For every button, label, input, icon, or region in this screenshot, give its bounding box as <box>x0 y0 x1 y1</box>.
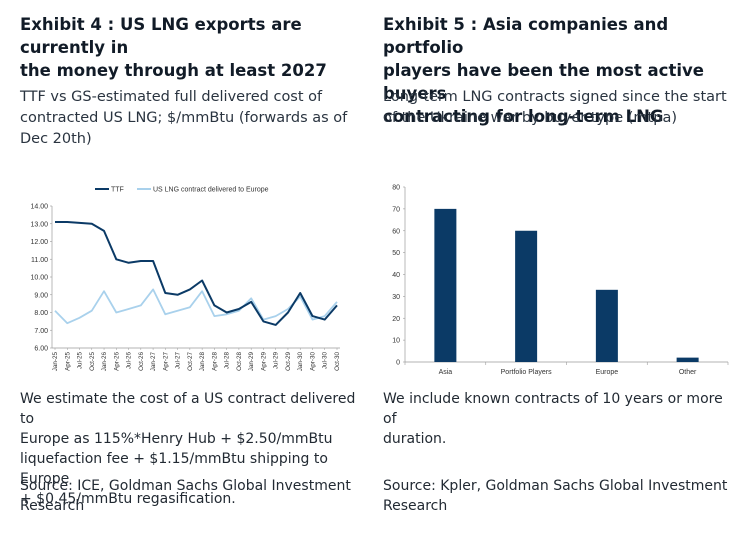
x-tick-label: Oct-29 <box>285 352 292 371</box>
x-tick-label: Jan-27 <box>150 352 157 372</box>
x-tick-label: Apr-29 <box>260 352 267 371</box>
y-tick-label: 0 <box>396 360 400 367</box>
x-tick-label: Apr-30 <box>309 352 316 371</box>
x-tick-label: Jul-28 <box>224 352 231 370</box>
bar-other <box>676 357 699 362</box>
y-tick-label: 9.00 <box>34 292 48 299</box>
bar-portfolio-players <box>515 230 538 362</box>
x-tick-label: Jan-25 <box>52 352 59 372</box>
bar-asia <box>434 208 457 362</box>
exhibit-4-subtitle: TTF vs GS-estimated full delivered cost … <box>20 89 348 147</box>
x-category-label: Portfolio Players <box>501 369 552 376</box>
y-tick-label: 6.00 <box>34 346 48 353</box>
y-tick-label: 10 <box>392 338 400 345</box>
exhibit-5-source: Source: Kpler, Goldman Sachs Global Inve… <box>383 478 728 514</box>
x-tick-label: Jan-29 <box>248 352 255 372</box>
x-category-label: Europe <box>596 369 619 376</box>
y-tick-label: 11.00 <box>31 257 48 264</box>
x-tick-label: Oct-25 <box>89 352 96 371</box>
y-tick-label: 80 <box>392 185 400 192</box>
series-line-us-lng <box>54 288 338 325</box>
x-tick-label: Oct-28 <box>236 352 243 371</box>
series-line-ttf <box>55 221 338 326</box>
exhibit-5-subtitle: Long-term LNG contracts signed since the… <box>383 89 727 126</box>
y-tick-label: 12.00 <box>30 239 48 246</box>
x-tick-label: Jan-26 <box>101 352 108 372</box>
legend-label-ttf: TTF <box>111 187 124 194</box>
y-tick-label: 20 <box>392 316 400 323</box>
line-chart: 6.00 7.00 8.00 9.00 10.00 11.00 12.00 13.00 14.0… <box>30 187 341 372</box>
x-tick-label: Apr-27 <box>162 352 169 371</box>
x-tick-label: Jan-28 <box>199 352 206 372</box>
y-tick-label: 14.00 <box>30 204 48 211</box>
legend-label-us-lng: US LNG contract delivered to Europe <box>153 187 269 194</box>
y-tick-label: 40 <box>392 272 400 279</box>
x-tick-label: Jul-27 <box>175 352 182 370</box>
x-category-label: Asia <box>439 369 453 376</box>
y-tick-label: 30 <box>392 294 400 301</box>
x-tick-label: Apr-25 <box>64 352 71 371</box>
exhibit-4-title: Exhibit 4 : US LNG exports are currently… <box>20 15 327 80</box>
x-tick-label: Oct-30 <box>334 352 341 371</box>
exhibit-4-note: We estimate the cost of a US contract de… <box>20 391 356 507</box>
x-tick-label: Apr-26 <box>113 352 120 371</box>
y-tick-label: 7.00 <box>34 328 48 335</box>
bar-europe <box>595 289 618 362</box>
x-tick-label: Jul-29 <box>273 352 280 370</box>
bar-chart: 0 10 20 30 40 50 60 70 80 Asia Portfolio Players Eu… <box>392 185 729 376</box>
x-tick-label: Oct-26 <box>138 352 145 371</box>
exhibit-5-title: Exhibit 5 : Asia companies and portfolio… <box>383 15 704 126</box>
y-tick-label: 50 <box>392 250 400 257</box>
x-tick-label: Jul-30 <box>322 352 329 370</box>
exhibit-5-note: We include known contracts of 10 years o… <box>383 391 723 447</box>
x-tick-label: Apr-28 <box>211 352 218 371</box>
y-tick-label: 10.00 <box>30 275 48 282</box>
y-tick-label: 13.00 <box>30 221 48 228</box>
x-tick-label: Jul-25 <box>77 352 84 370</box>
x-tick-label: Jan-30 <box>297 352 304 372</box>
x-tick-label: Oct-27 <box>187 352 194 371</box>
y-tick-label: 70 <box>392 206 400 213</box>
y-tick-label: 60 <box>392 228 400 235</box>
y-tick-label: 8.00 <box>34 310 48 317</box>
exhibit-4-source: Source: ICE, Goldman Sachs Global Invest… <box>20 478 351 514</box>
x-category-label: Other <box>679 369 697 376</box>
x-tick-label: Jul-26 <box>126 352 133 370</box>
